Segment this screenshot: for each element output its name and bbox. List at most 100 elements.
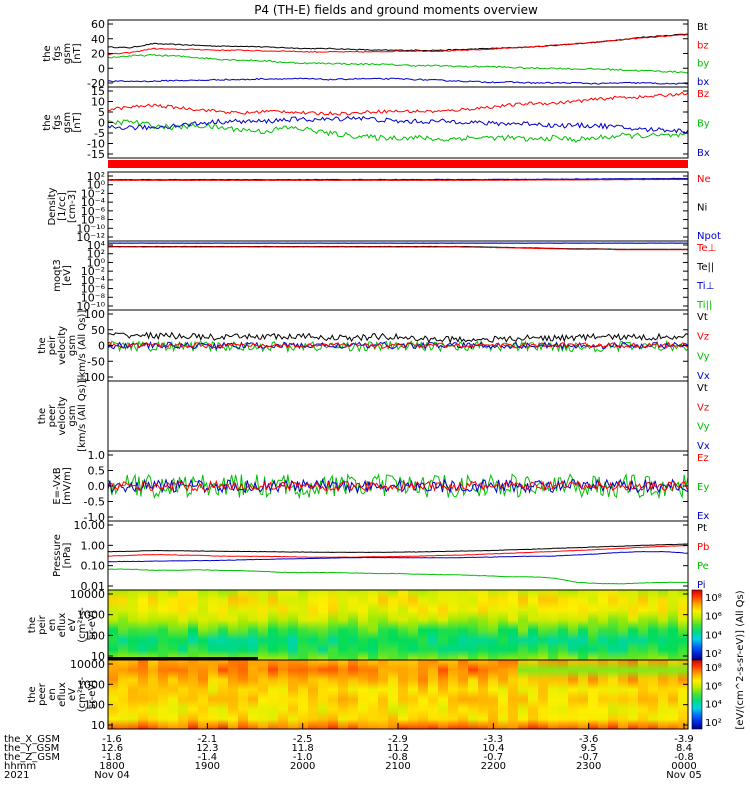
legend-entry: Ey (697, 482, 709, 493)
heatmap-column (448, 590, 459, 660)
y-tick-label: 10000 (70, 588, 105, 601)
heatmap-column (558, 590, 569, 660)
heatmap-column (508, 660, 519, 729)
y-tick-label: -50 (87, 355, 105, 368)
heatmap-column (368, 660, 379, 729)
heatmap-column (488, 660, 499, 729)
heatmap-column (328, 660, 339, 729)
heatmap-column (308, 590, 319, 660)
legend-entry: Pb (697, 542, 709, 553)
heatmap-column (588, 660, 599, 729)
heatmap-column (268, 590, 279, 660)
heatmap-column (608, 590, 619, 660)
heatmap-column (208, 590, 219, 660)
y-tick-label: 10000 (70, 658, 105, 671)
heatmap-column (678, 660, 689, 729)
y-tick-label: 40 (91, 33, 105, 46)
legend-entry: Ti⊥ (696, 281, 714, 292)
heatmap-column (388, 590, 399, 660)
y-tick-label: 0 (98, 62, 105, 75)
heatmap-column (128, 590, 139, 660)
heatmap-column (578, 590, 589, 660)
legend-entry: Vz (697, 402, 709, 413)
legend-entry: Bz (697, 89, 709, 100)
heatmap-column (318, 590, 329, 660)
legend-entry: Vt (697, 383, 708, 394)
legend-entry: Ti|| (696, 300, 712, 311)
heatmap-column (608, 660, 619, 729)
heatmap-column (358, 590, 369, 660)
heatmap-column (528, 660, 539, 729)
y-tick-label: 1.00 (81, 539, 106, 552)
heatmap-column (538, 660, 549, 729)
heatmap-column (598, 660, 609, 729)
colorbar (692, 660, 702, 729)
heatmap-column (408, 660, 419, 729)
y-axis-label: [km/s (All Qs)] (77, 310, 88, 382)
heatmap-column (108, 590, 119, 660)
heatmap-column (288, 660, 299, 729)
colorbar (692, 590, 702, 660)
legend-entry: Ne (697, 174, 711, 185)
heatmap-column (208, 660, 219, 729)
y-tick-label: 0.5 (88, 465, 106, 478)
heatmap-column (338, 590, 349, 660)
heatmap-column (268, 660, 279, 729)
heatmap-column (638, 660, 649, 729)
heatmap-column (138, 660, 149, 729)
heatmap-column (198, 660, 209, 729)
colorbar-tick-label: 10² (705, 718, 722, 729)
heatmap-column (178, 660, 189, 729)
heatmap-column (648, 590, 659, 660)
y-tick-label: -15 (87, 148, 105, 161)
y-tick-label: 0 (98, 340, 105, 353)
x-tick-label: 2300 (576, 761, 601, 772)
heatmap-column (668, 660, 679, 729)
heatmap-column (218, 660, 229, 729)
y-axis-label: [km/s (All Qs)] (77, 380, 88, 452)
x-axis-row-label: 2021 (4, 770, 29, 781)
heatmap-column (488, 590, 499, 660)
legend-entry: Te⊥ (696, 243, 716, 254)
heatmap-column (338, 660, 349, 729)
heatmap-column (568, 660, 579, 729)
colorbar-label-group: [eV/(cm^2-s-sr-eV)] (All Qs) (735, 590, 746, 729)
heatmap-column (548, 660, 559, 729)
heatmap-column (548, 590, 559, 660)
x-tick-label: Nov 05 (666, 770, 701, 781)
legend-entry: Vy (697, 351, 710, 362)
heatmap-column (318, 660, 329, 729)
heatmap-column (248, 590, 259, 660)
heatmap-column (568, 590, 579, 660)
heatmap-column (168, 590, 179, 660)
heatmap-column (188, 590, 199, 660)
x-tick-label: 1900 (195, 761, 220, 772)
heatmap-column (438, 590, 449, 660)
heatmap-column (658, 590, 669, 660)
legend-entry: Pt (697, 523, 707, 534)
y-tick-label: 60 (91, 18, 105, 31)
y-axis-label: [nT] (72, 43, 83, 63)
heatmap-column (418, 590, 429, 660)
legend-entry: Vt (697, 312, 708, 323)
heatmap-column (458, 660, 469, 729)
heatmap-column (228, 660, 239, 729)
panel-background (108, 20, 688, 87)
legend-entry: Vx (697, 441, 710, 452)
heatmap-column (408, 590, 419, 660)
panel-background (108, 172, 688, 241)
heatmap-column (558, 660, 569, 729)
heatmap-column (538, 590, 549, 660)
heatmap-column (288, 590, 299, 660)
heatmap-column (478, 660, 489, 729)
heatmap-column (278, 660, 289, 729)
heatmap-column (428, 660, 439, 729)
legend-entry: bz (697, 40, 709, 51)
